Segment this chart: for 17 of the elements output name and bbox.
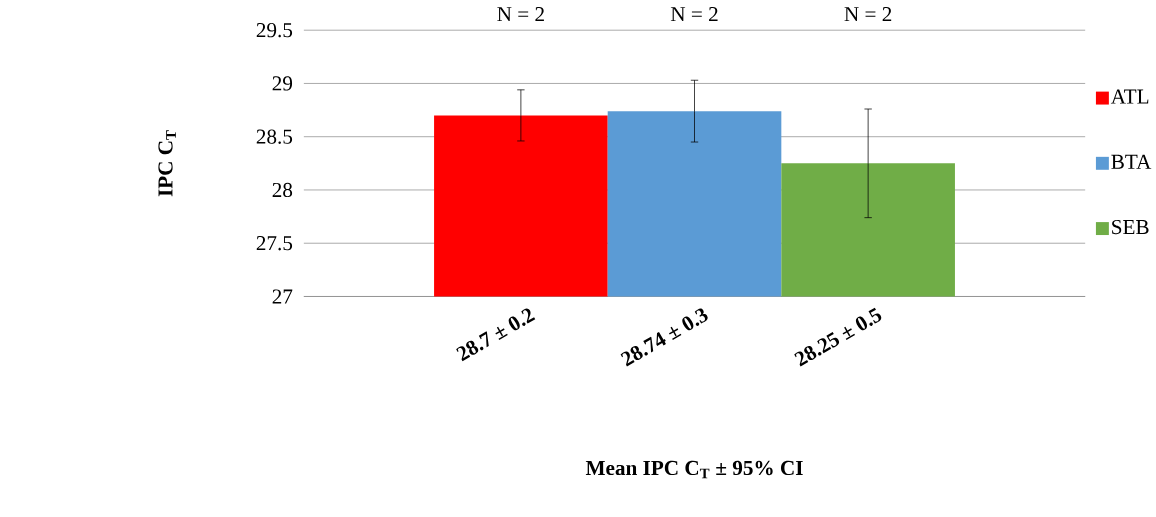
- legend-label: ATL: [1110, 89, 1149, 104]
- y-tick-label: 29.5: [256, 23, 293, 38]
- y-tick-label: 28.5: [256, 129, 293, 144]
- x-tick-label: 28.74 ± 0.3: [620, 308, 708, 367]
- y-tick-label: 27.5: [256, 236, 293, 251]
- text: N = 2: [670, 7, 718, 22]
- y-tick-label: 28: [272, 182, 293, 198]
- y-axis-title: IPC C$_{T}$: [158, 130, 176, 197]
- legend-label: SEB: [1112, 219, 1149, 235]
- text: N = 2: [497, 7, 544, 22]
- x-tick-label: 28.7 ± 0.2: [456, 308, 536, 362]
- y-tick-label: 29: [272, 76, 293, 91]
- x-tick-label: 28.25 ± 0.5: [794, 307, 882, 367]
- text: N = 2: [844, 7, 892, 22]
- x-axis-title: Mean IPC C$_{T}$ ± 95% CI: [585, 460, 803, 479]
- y-tick-label: 27: [272, 289, 293, 304]
- legend-label: BTA: [1111, 154, 1152, 169]
